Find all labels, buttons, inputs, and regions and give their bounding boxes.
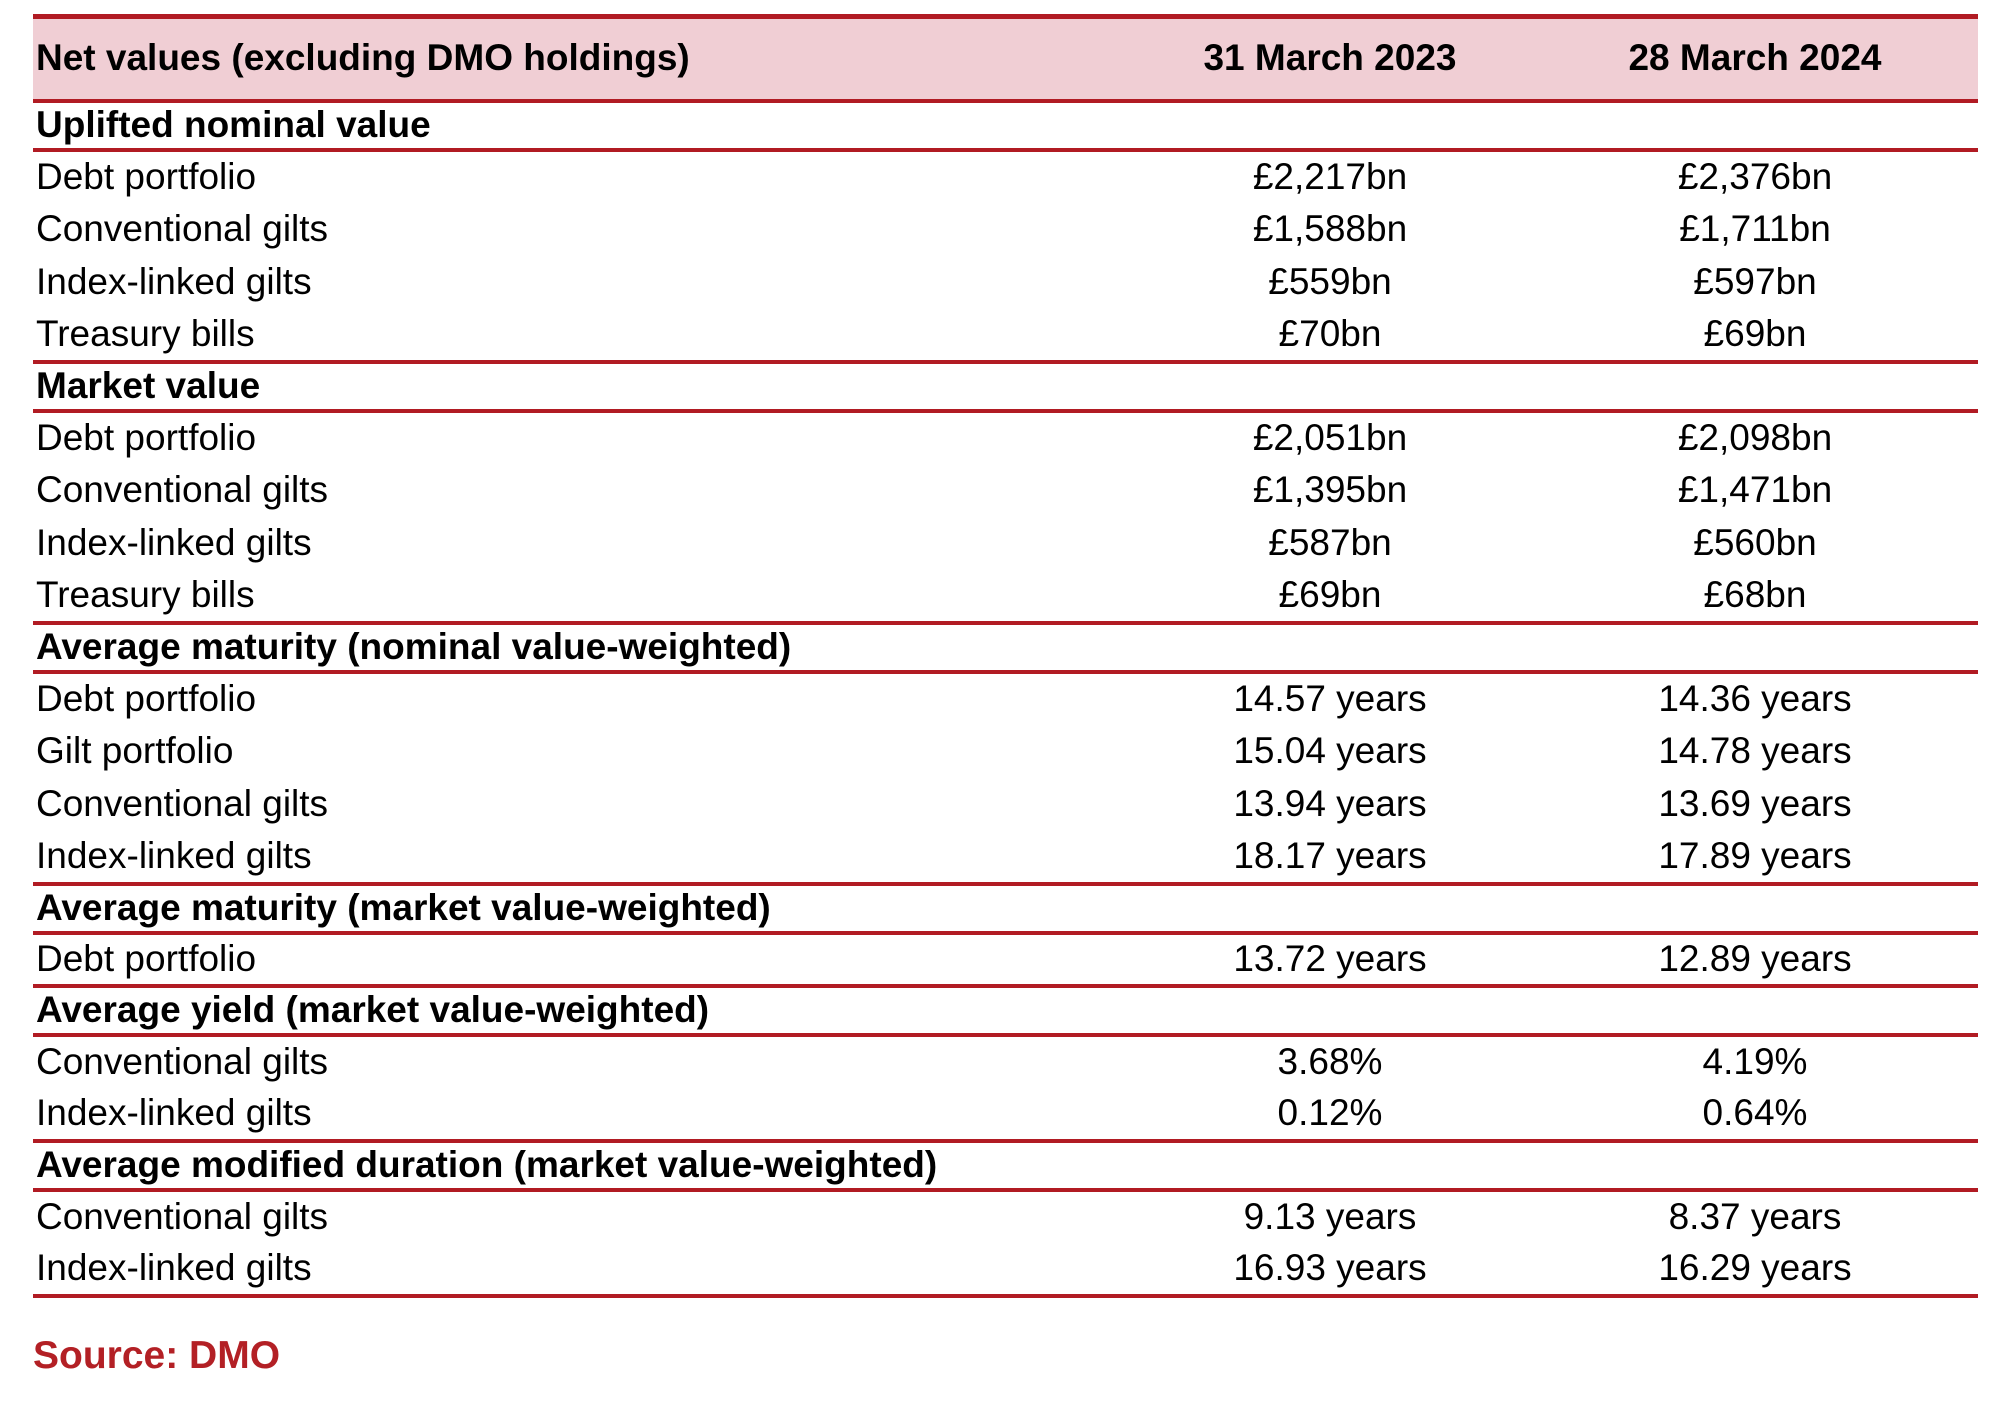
- value-2023: 14.57 years: [1233, 677, 1427, 719]
- value-2024: £1,471bn: [1677, 468, 1833, 510]
- value-2023: £559bn: [1268, 260, 1392, 302]
- section-header-row: Average maturity (market value-weighted): [33, 883, 1978, 933]
- value-2023: 3.68%: [1277, 1040, 1383, 1082]
- value-2024: £597bn: [1693, 260, 1817, 302]
- table-body: Uplifted nominal value Debt portfolio £2,2…: [33, 100, 1978, 1296]
- table-row: Conventional gilts 3.68% 4.19%: [33, 1035, 1978, 1088]
- table-header: Net values (excluding DMO holdings) 31 M…: [33, 16, 1978, 101]
- value-2024: 0.64%: [1702, 1091, 1808, 1133]
- section-header-row: Average yield (market value-weighted): [33, 985, 1978, 1035]
- column-header-2024: 28 March 2024: [1628, 37, 1882, 79]
- row-label: Index-linked gilts: [36, 521, 312, 563]
- value-2023: 13.72 years: [1233, 937, 1427, 979]
- table-row: Conventional gilts 9.13 years 8.37 years: [33, 1190, 1978, 1243]
- value-2024: £2,098bn: [1677, 416, 1833, 458]
- value-2023: £2,051bn: [1252, 416, 1408, 458]
- value-2024: 8.37 years: [1668, 1195, 1842, 1237]
- section-header-row: Uplifted nominal value: [33, 100, 1978, 150]
- table-row: Debt portfolio 13.72 years 12.89 years: [33, 933, 1978, 986]
- section-title: Average yield (market value-weighted): [36, 988, 710, 1030]
- row-label: Treasury bills: [36, 312, 255, 354]
- value-2024: £69bn: [1703, 312, 1807, 354]
- row-label: Index-linked gilts: [36, 834, 312, 876]
- row-label: Conventional gilts: [36, 207, 329, 249]
- value-2024: 16.29 years: [1658, 1246, 1852, 1288]
- row-label: Treasury bills: [36, 573, 255, 615]
- value-2024: £68bn: [1703, 573, 1807, 615]
- value-2023: 16.93 years: [1233, 1246, 1427, 1288]
- value-2023: 13.94 years: [1233, 782, 1427, 824]
- value-2023: £69bn: [1278, 573, 1382, 615]
- row-label: Conventional gilts: [36, 1195, 329, 1237]
- value-2024: 12.89 years: [1658, 937, 1852, 979]
- row-label: Index-linked gilts: [36, 1091, 312, 1133]
- value-2024: £560bn: [1693, 521, 1817, 563]
- table-row: Debt portfolio 14.57 years 14.36 years: [33, 672, 1978, 725]
- row-label: Conventional gilts: [36, 468, 329, 510]
- table-row: Debt portfolio £2,217bn £2,376bn: [33, 150, 1978, 203]
- value-2023: 9.13 years: [1243, 1195, 1417, 1237]
- row-label: Debt portfolio: [36, 155, 257, 197]
- value-2023: 18.17 years: [1233, 834, 1427, 876]
- row-label: Conventional gilts: [36, 782, 329, 824]
- table-row: Treasury bills £70bn £69bn: [33, 309, 1978, 362]
- row-label: Debt portfolio: [36, 416, 257, 458]
- table-row: Conventional gilts £1,395bn £1,471bn: [33, 464, 1978, 517]
- value-2023: £1,395bn: [1252, 468, 1408, 510]
- row-label: Conventional gilts: [36, 1040, 329, 1082]
- section-title: Average maturity (nominal value-weighted…: [36, 625, 792, 667]
- column-header-2023: 31 March 2023: [1203, 37, 1457, 79]
- value-2024: £1,711bn: [1679, 207, 1831, 249]
- value-2024: 17.89 years: [1658, 834, 1852, 876]
- row-label: Debt portfolio: [36, 937, 257, 979]
- table-row: Index-linked gilts 0.12% 0.64%: [33, 1088, 1978, 1141]
- table-row: Index-linked gilts £587bn £560bn: [33, 517, 1978, 570]
- table-row: Debt portfolio £2,051bn £2,098bn: [33, 411, 1978, 464]
- table-row: Gilt portfolio 15.04 years 14.78 years: [33, 725, 1978, 778]
- table-row: Index-linked gilts £559bn £597bn: [33, 256, 1978, 309]
- table-row: Index-linked gilts 16.93 years 16.29 years: [33, 1243, 1978, 1296]
- section-title: Average maturity (market value-weighted): [36, 886, 771, 928]
- section-title: Average modified duration (market value-…: [36, 1143, 938, 1185]
- value-2023: 15.04 years: [1233, 729, 1427, 771]
- value-2024: 4.19%: [1702, 1040, 1808, 1082]
- table-row: Treasury bills £69bn £68bn: [33, 570, 1978, 623]
- row-label: Index-linked gilts: [36, 260, 312, 302]
- section-title: Uplifted nominal value: [36, 103, 431, 145]
- row-label: Debt portfolio: [36, 677, 257, 719]
- row-label: Gilt portfolio: [36, 729, 234, 771]
- table-header-row: Net values (excluding DMO holdings) 31 M…: [33, 16, 1978, 101]
- section-header-row: Average maturity (nominal value-weighted…: [33, 622, 1978, 672]
- value-2023: 0.12%: [1277, 1091, 1383, 1133]
- table-row: Index-linked gilts 18.17 years 17.89 years: [33, 831, 1978, 884]
- table-row: Conventional gilts £1,588bn £1,711bn: [33, 203, 1978, 256]
- value-2024: 14.36 years: [1658, 677, 1852, 719]
- section-header-row: Average modified duration (market value-…: [33, 1140, 1978, 1190]
- value-2024: £2,376bn: [1677, 155, 1833, 197]
- source-note: Source: DMO: [33, 1334, 281, 1377]
- row-label: Index-linked gilts: [36, 1246, 312, 1288]
- section-title: Market value: [36, 364, 261, 406]
- value-2024: 13.69 years: [1658, 782, 1852, 824]
- value-2023: £1,588bn: [1252, 207, 1408, 249]
- value-2023: £70bn: [1278, 312, 1382, 354]
- value-2023: £587bn: [1268, 521, 1392, 563]
- section-header-row: Market value: [33, 361, 1978, 411]
- net-values-table: Net values (excluding DMO holdings) 31 M…: [33, 14, 1978, 1298]
- value-2023: £2,217bn: [1252, 155, 1408, 197]
- table-title: Net values (excluding DMO holdings): [36, 37, 690, 79]
- value-2024: 14.78 years: [1658, 729, 1852, 771]
- table-row: Conventional gilts 13.94 years 13.69 years: [33, 778, 1978, 831]
